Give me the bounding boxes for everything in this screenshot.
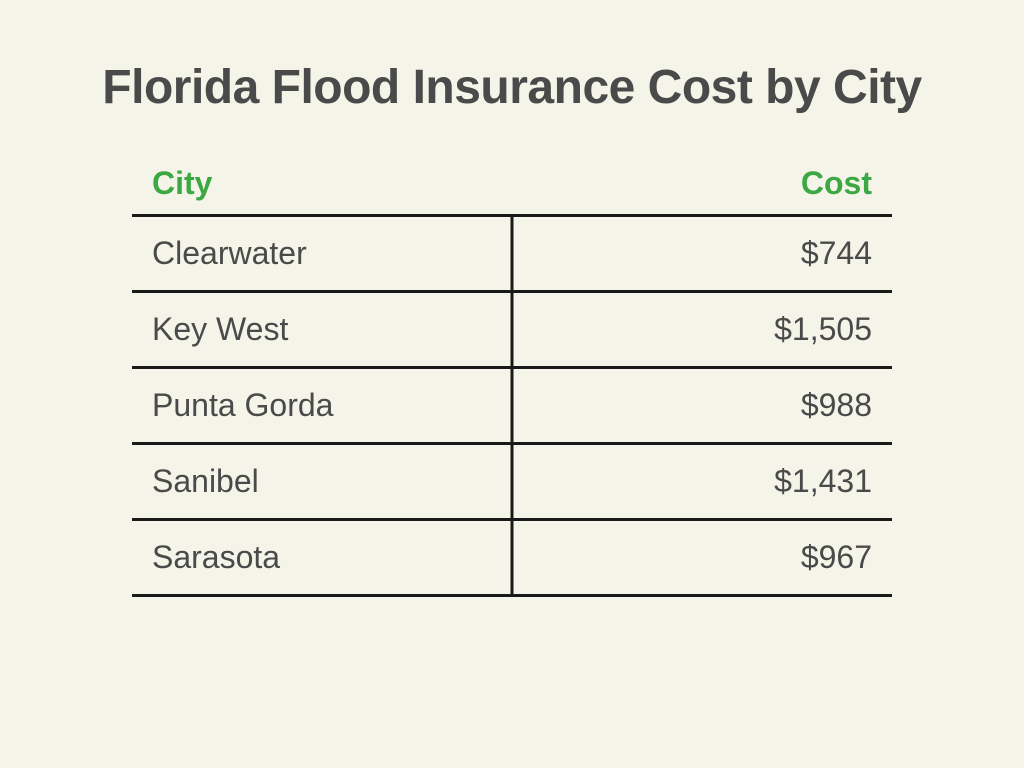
- cost-cell: $967: [512, 539, 892, 576]
- table-row: Sanibel $1,431: [132, 445, 892, 521]
- city-cell: Punta Gorda: [132, 387, 512, 424]
- city-cell: Sanibel: [132, 463, 512, 500]
- table-row: Clearwater $744: [132, 217, 892, 293]
- column-header-cost: Cost: [801, 165, 872, 202]
- table-header-row: City Cost: [132, 165, 892, 214]
- table-row: Sarasota $967: [132, 521, 892, 597]
- cost-cell: $1,431: [512, 463, 892, 500]
- table-row: Key West $1,505: [132, 293, 892, 369]
- cost-cell: $1,505: [512, 311, 892, 348]
- cost-cell: $744: [512, 235, 892, 272]
- cost-cell: $988: [512, 387, 892, 424]
- table-body: Clearwater $744 Key West $1,505 Punta Go…: [132, 214, 892, 597]
- table-row: Punta Gorda $988: [132, 369, 892, 445]
- page-title: Florida Flood Insurance Cost by City: [102, 60, 921, 115]
- city-cell: Sarasota: [132, 539, 512, 576]
- city-cell: Clearwater: [132, 235, 512, 272]
- column-header-city: City: [152, 165, 801, 202]
- city-cell: Key West: [132, 311, 512, 348]
- cost-table: City Cost Clearwater $744 Key West $1,50…: [132, 165, 892, 597]
